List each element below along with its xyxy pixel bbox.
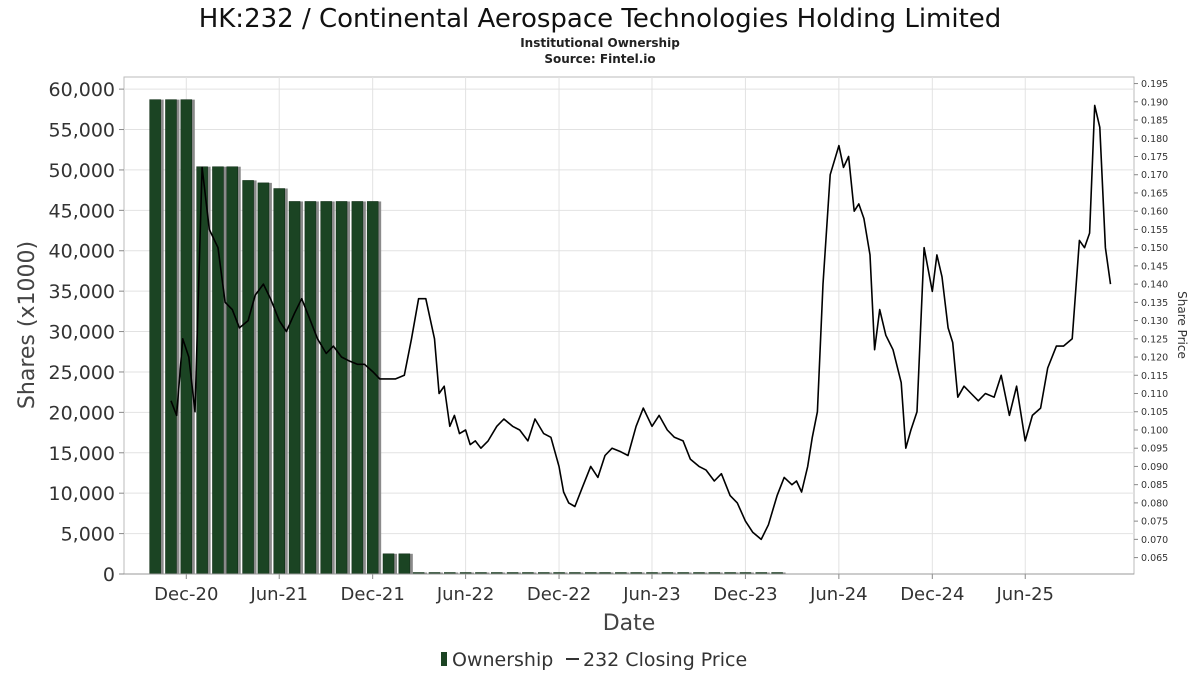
right-tick-label: 0.150 [1141, 243, 1168, 254]
y-axis-label-left: Shares (x1000) [15, 241, 40, 409]
chart-subtitle-1: Institutional Ownership [520, 36, 680, 50]
x-axis-label: Date [603, 611, 656, 636]
right-tick-label: 0.075 [1141, 517, 1168, 528]
ownership-bar [382, 553, 395, 575]
ownership-bar [196, 166, 208, 575]
left-axis: 0 5,000 10,000 15,000 20,000 25,000 30,000 35,0… [49, 79, 124, 586]
ownership-bar [149, 99, 161, 575]
right-tick-label: 0.120 [1141, 353, 1168, 364]
left-tick-label: 15,000 [49, 443, 115, 465]
ownership-bar [242, 180, 254, 575]
right-tick-label: 0.090 [1141, 462, 1168, 473]
right-tick-label: 0.125 [1141, 334, 1168, 345]
legend-label-ownership: Ownership [452, 649, 553, 671]
x-tick-label: Jun-22 [436, 584, 495, 605]
right-tick-label: 0.065 [1141, 553, 1168, 564]
ownership-bar [304, 201, 317, 575]
ownership-bar [351, 201, 364, 575]
x-axis: Dec-20 Jun-21 Dec-21 Jun-22 Dec-22 Jun-23 Dec-… [124, 573, 1134, 605]
right-tick-label: 0.145 [1141, 261, 1168, 272]
x-tick-label: Dec-20 [154, 584, 218, 605]
legend-label-price: 232 Closing Price [583, 649, 747, 671]
ownership-bar [320, 201, 332, 575]
left-tick-label: 40,000 [49, 241, 115, 263]
ownership-bar [288, 201, 301, 575]
ownership-bar [366, 201, 379, 575]
ownership-bars [149, 99, 786, 575]
right-tick-label: 0.110 [1141, 389, 1168, 400]
x-tick-label: Jun-24 [809, 584, 868, 605]
left-tick-label: 10,000 [49, 483, 115, 505]
right-tick-label: 0.195 [1141, 79, 1168, 90]
right-tick-label: 0.085 [1141, 480, 1168, 491]
right-tick-label: 0.095 [1141, 444, 1168, 455]
right-tick-label: 0.160 [1141, 207, 1168, 218]
right-tick-label: 0.170 [1141, 170, 1168, 181]
x-tick-label: Jun-23 [622, 584, 681, 605]
right-tick-label: 0.080 [1141, 498, 1168, 509]
left-tick-label: 5,000 [61, 524, 115, 546]
ownership-bar [257, 182, 270, 575]
ownership-bar [335, 201, 348, 575]
grid [124, 77, 1134, 575]
x-tick-label: Dec-21 [341, 584, 405, 605]
right-tick-label: 0.185 [1141, 116, 1168, 127]
right-tick-label: 0.190 [1141, 97, 1168, 108]
legend: Ownership 232 Closing Price [441, 649, 747, 671]
right-tick-label: 0.115 [1141, 371, 1168, 382]
left-tick-label: 20,000 [49, 402, 115, 424]
legend-swatch-ownership [441, 652, 447, 666]
x-tick-label: Dec-24 [900, 584, 964, 605]
left-tick-label: 60,000 [49, 79, 115, 101]
left-tick-label: 45,000 [49, 200, 115, 222]
y-axis-label-right: Share Price [1175, 291, 1189, 359]
x-tick-label: Dec-23 [713, 584, 777, 605]
ownership-bar [165, 99, 177, 575]
price-line-layer [170, 104, 1112, 541]
chart-title: HK:232 / Continental Aerospace Technolog… [199, 4, 1002, 34]
left-tick-label: 35,000 [49, 281, 115, 303]
chart-subtitle-2: Source: Fintel.io [544, 52, 655, 66]
right-tick-label: 0.130 [1141, 316, 1168, 327]
left-tick-label: 50,000 [49, 160, 115, 182]
right-tick-label: 0.175 [1141, 152, 1168, 163]
right-tick-label: 0.165 [1141, 188, 1168, 199]
x-tick-label: Dec-22 [527, 584, 591, 605]
left-tick-label: 0 [103, 564, 115, 586]
right-tick-label: 0.100 [1141, 425, 1168, 436]
x-tick-label: Jun-21 [249, 584, 308, 605]
right-tick-label: 0.070 [1141, 535, 1168, 546]
ownership-bar [180, 99, 193, 575]
left-tick-label: 30,000 [49, 322, 115, 344]
left-tick-label: 55,000 [49, 120, 115, 142]
right-tick-label: 0.155 [1141, 225, 1168, 236]
right-tick-label: 0.180 [1141, 134, 1168, 145]
right-tick-label: 0.140 [1141, 280, 1168, 291]
right-tick-label: 0.135 [1141, 298, 1168, 309]
ownership-bar [212, 166, 224, 575]
x-tick-label: Jun-25 [995, 584, 1054, 605]
right-axis: 0.065 0.070 0.075 0.080 0.085 0.090 0.095 0.100… [1134, 79, 1168, 564]
ownership-bar [398, 553, 411, 575]
ownership-bar [273, 188, 285, 575]
left-tick-label: 25,000 [49, 362, 115, 384]
ownership-bar [226, 166, 239, 575]
right-tick-label: 0.105 [1141, 407, 1168, 418]
price-line [170, 104, 1112, 541]
